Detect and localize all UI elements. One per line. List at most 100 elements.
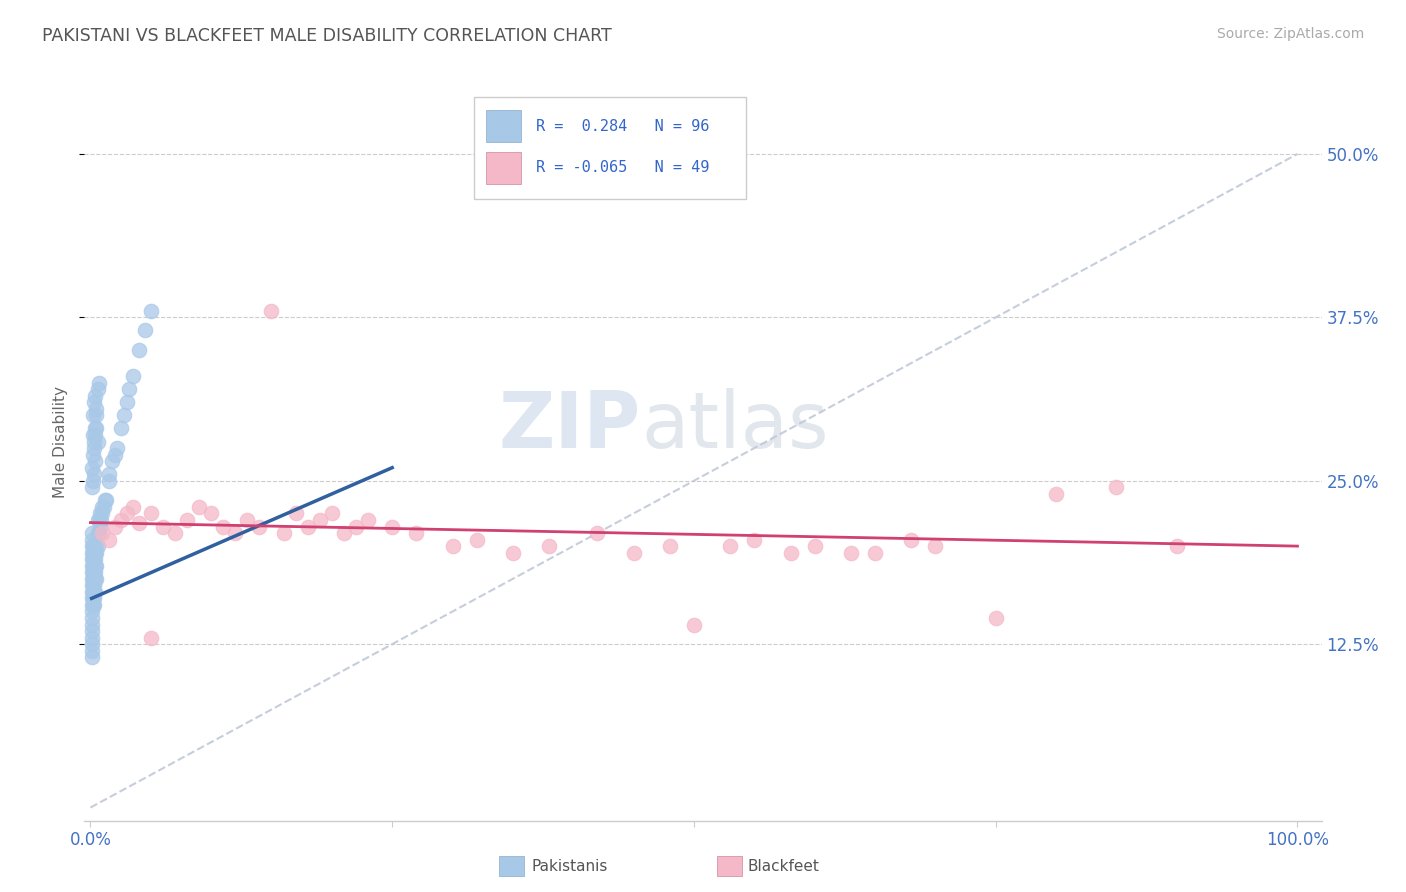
Point [284,507,307,521]
Point [110,421,132,435]
Text: R = -0.065   N = 49: R = -0.065 N = 49 [536,161,710,176]
Point [321,507,343,521]
Point [333,526,356,541]
Point [82,578,104,592]
Point [247,519,270,533]
Point [86,526,108,541]
Point [80,460,103,475]
Point [84,572,107,586]
Text: Source: ZipAtlas.com: Source: ZipAtlas.com [1216,27,1364,41]
Point [1045,487,1067,501]
Point [900,533,922,547]
Point [83,585,105,599]
Point [538,539,561,553]
Point [1166,539,1188,553]
Point [118,382,141,396]
Point [224,526,246,541]
Point [84,546,107,560]
Point [80,566,103,580]
Point [718,539,741,553]
Point [139,303,162,318]
Point [80,624,103,639]
Point [80,533,103,547]
Point [83,572,105,586]
Point [115,507,138,521]
Point [80,611,103,625]
Point [83,467,105,482]
Text: Blackfeet: Blackfeet [748,859,820,873]
Point [839,546,862,560]
Point [86,401,108,416]
Point [82,539,104,553]
Point [84,428,107,442]
Point [80,650,103,665]
Point [103,519,125,533]
Point [200,507,222,521]
Point [82,585,104,599]
Point [83,539,105,553]
Point [80,598,103,612]
Point [80,546,103,560]
Point [90,513,112,527]
Point [87,376,110,390]
Point [91,507,114,521]
Point [86,409,108,423]
Point [121,500,143,514]
Point [984,611,1007,625]
Point [80,539,103,553]
Point [308,513,330,527]
Point [83,578,105,592]
Point [101,454,124,468]
Point [84,558,107,573]
Point [80,591,103,606]
Point [86,539,108,553]
Point [924,539,946,553]
Point [82,448,104,462]
Point [91,526,114,541]
Point [236,513,259,527]
Point [86,558,108,573]
Point [80,631,103,645]
Point [139,507,162,521]
Point [465,533,488,547]
Point [82,428,104,442]
Point [82,552,104,566]
Point [273,526,295,541]
Point [405,526,427,541]
Text: PAKISTANI VS BLACKFEET MALE DISABILITY CORRELATION CHART: PAKISTANI VS BLACKFEET MALE DISABILITY C… [42,27,612,45]
Point [93,500,115,514]
Point [84,421,107,435]
Point [344,519,367,533]
Point [82,558,104,573]
Point [97,474,120,488]
Point [82,591,104,606]
Point [212,519,235,533]
Point [80,552,103,566]
Point [82,546,104,560]
Point [84,552,107,566]
Point [1105,480,1128,494]
Point [863,546,886,560]
Point [80,572,103,586]
Point [779,546,801,560]
FancyBboxPatch shape [474,96,747,199]
Point [80,643,103,657]
Point [134,323,156,337]
Point [80,480,103,494]
Point [83,558,105,573]
Point [80,526,103,541]
Point [103,448,125,462]
Point [86,513,108,527]
Point [121,369,143,384]
Point [80,617,103,632]
Point [84,454,107,468]
Point [80,578,103,592]
Point [357,513,380,527]
Point [742,533,765,547]
Point [86,434,108,449]
Point [83,591,105,606]
Point [86,421,108,435]
FancyBboxPatch shape [486,152,522,184]
Point [83,552,105,566]
Point [803,539,825,553]
